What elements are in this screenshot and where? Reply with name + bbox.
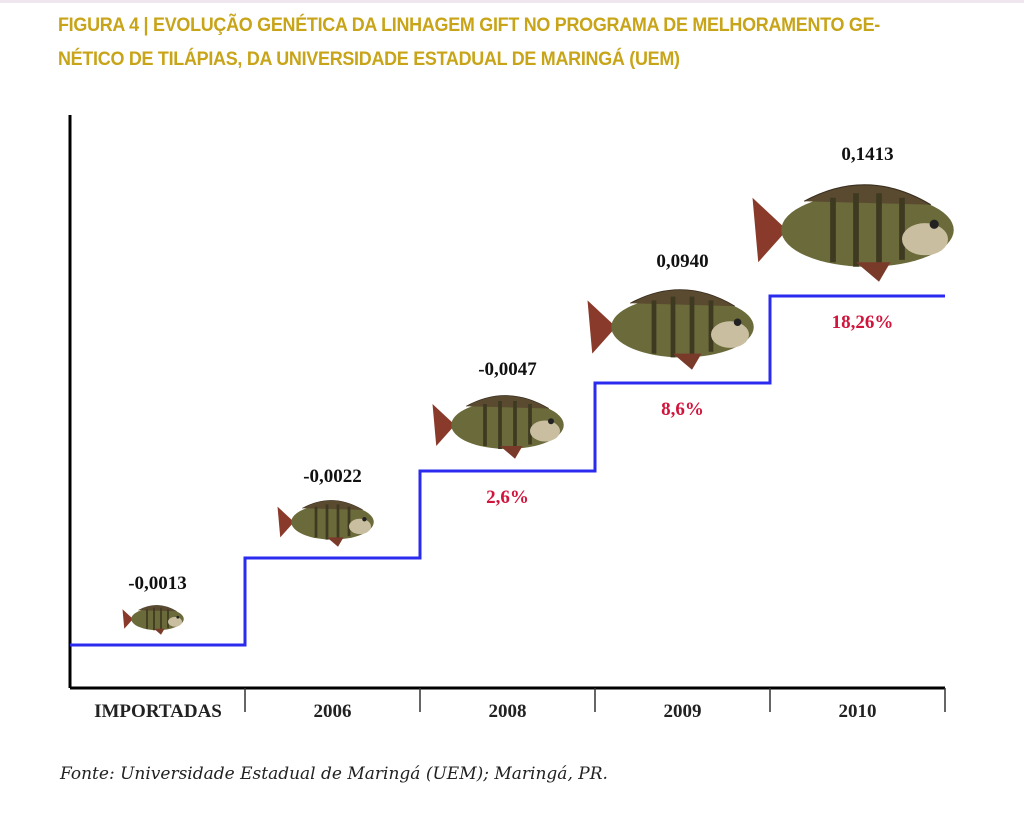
chart-title: FIGURA 4 | EVOLUÇÃO GENÉTICA DA LINHAGEM… [58, 8, 1015, 76]
value-label: -0,0047 [478, 359, 537, 380]
gain-label: 8,6% [661, 399, 704, 420]
top-border [0, 0, 1024, 3]
title-line-2: NÉTICO DE TILÁPIAS, DA UNIVERSIDADE ESTA… [58, 48, 680, 70]
step-line [70, 294, 945, 647]
value-label: 0,0940 [656, 251, 708, 272]
gain-label: 2,6% [486, 487, 529, 508]
tilapia-fish-icon [752, 184, 954, 282]
source-note: Fonte: Universidade Estadual de Maringá … [60, 764, 608, 784]
value-label: -0,0013 [128, 573, 187, 594]
x-tick-label: IMPORTADAS [94, 701, 222, 722]
tilapia-fish-icon [277, 500, 374, 547]
tilapia-fish-icon [122, 605, 184, 635]
x-tick-label: 2009 [664, 701, 702, 722]
value-label: 0,1413 [841, 144, 893, 165]
tilapia-fish-icon [432, 395, 564, 459]
tilapia-fish-icon [587, 289, 754, 370]
x-tick-label: 2006 [314, 701, 352, 722]
x-tick-label: 2008 [489, 701, 527, 722]
title-line-1: FIGURA 4 | EVOLUÇÃO GENÉTICA DA LINHAGEM… [58, 14, 880, 36]
gain-label: 18,26% [832, 312, 894, 333]
x-tick-label: 2010 [839, 701, 877, 722]
value-label: -0,0022 [303, 466, 362, 487]
